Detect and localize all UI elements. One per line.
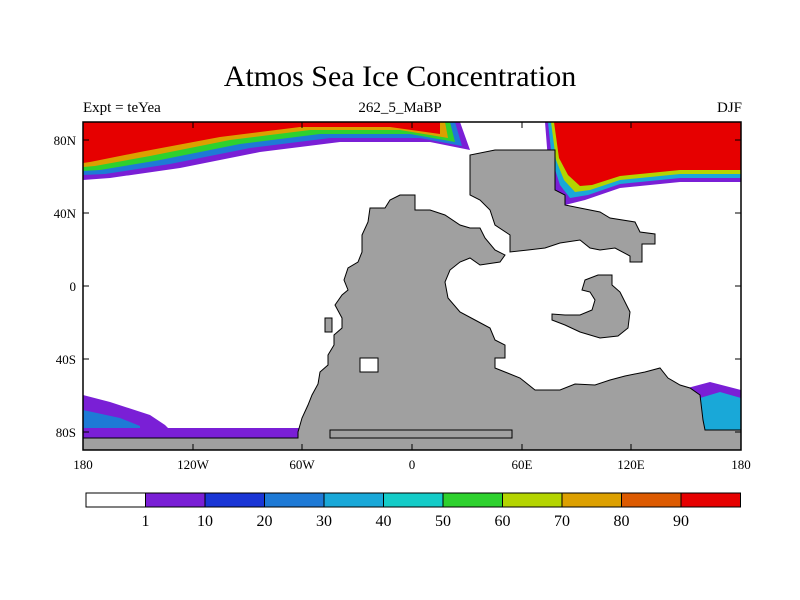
colorbar-swatch [621, 492, 682, 508]
colorbar-label: 10 [197, 513, 213, 530]
land-small-islet [324, 317, 333, 333]
experiment-label: Expt = teYea [83, 100, 161, 116]
sea-ice-north-core [83, 122, 440, 163]
x-tick-label: 180 [731, 457, 751, 472]
map-layer [83, 122, 741, 450]
y-tick-label: 80N [54, 133, 77, 148]
colorbar-label: 90 [673, 513, 689, 530]
colorbar-swatch [323, 492, 384, 508]
sea-ice-south-west-inner [83, 410, 140, 430]
y-axis [83, 139, 741, 433]
y-tick-label: 0 [70, 279, 77, 294]
colorbar-swatch [561, 492, 622, 508]
colorbar-swatch [442, 492, 503, 508]
colorbar-swatch [502, 492, 563, 508]
land-pangaea [83, 149, 741, 450]
colorbar-label: 40 [376, 513, 392, 530]
colorbar-swatch [680, 492, 741, 508]
colorbar-swatch [145, 492, 206, 508]
colorbar-label: 20 [257, 513, 273, 530]
x-tick-label: 180 [73, 457, 93, 472]
colorbar-swatch [204, 492, 265, 508]
sea-ice-south-strip [83, 428, 300, 438]
season-label: DJF [716, 100, 742, 116]
x-tick-label: 60E [512, 457, 533, 472]
x-tick-label: 0 [409, 457, 416, 472]
colorbar-label: 1 [142, 513, 150, 530]
y-tick-label: 40S [56, 352, 76, 367]
y-tick-label: 80S [56, 425, 76, 440]
sea-ice-south-east-inner [700, 392, 741, 432]
x-tick-label: 120E [617, 457, 645, 472]
colorbar-swatch [264, 492, 325, 508]
colorbar-label: 30 [316, 513, 332, 530]
colorbar-swatch [383, 492, 444, 508]
colorbar-label: 70 [554, 513, 570, 530]
colorbar-label: 80 [614, 513, 630, 530]
colorbar-label: 50 [435, 513, 451, 530]
colorbar-swatch [85, 492, 146, 508]
sea-ice-north-east-core [554, 122, 741, 186]
land-antarctic-shelf [329, 429, 513, 439]
land-island-east [551, 274, 631, 339]
y-tick-label: 40N [54, 206, 77, 221]
x-tick-label: 60W [289, 457, 315, 472]
land-inlet [359, 357, 379, 373]
period-label: 262_5_MaBP [358, 100, 442, 116]
colorbar: 1 10 20 30 40 50 60 70 80 90 [85, 492, 741, 530]
colorbar-label: 60 [495, 513, 511, 530]
x-tick-label: 120W [177, 457, 210, 472]
map-title: Atmos Sea Ice Concentration [223, 60, 577, 93]
x-axis [82, 122, 742, 450]
